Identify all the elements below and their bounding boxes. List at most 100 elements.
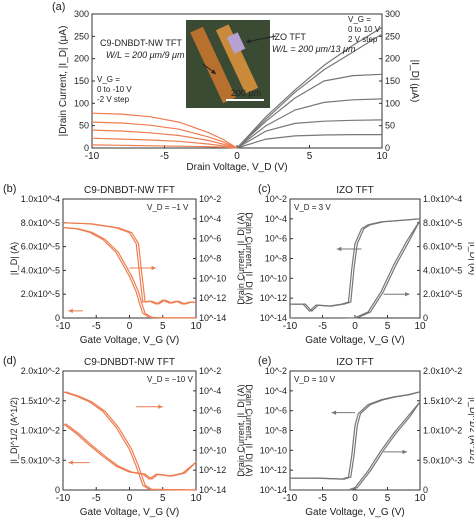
condition-label-3: V_D = −10 V bbox=[147, 375, 193, 384]
x-tick-label: -10 bbox=[56, 493, 71, 504]
series-line-a-7 bbox=[236, 73, 383, 149]
axis-arrow-4-1-head bbox=[402, 449, 407, 455]
x-axis-label-4: Gate Voltage, V_G (V) bbox=[305, 507, 405, 518]
x-tick-label: 0 bbox=[352, 493, 358, 504]
linear-curve-2-0 bbox=[290, 220, 421, 319]
axis-arrow-2-0-head bbox=[336, 246, 342, 252]
annotation-izo-vg: 0 to 10 V bbox=[348, 25, 381, 34]
axis-arrow-3-1-head bbox=[68, 460, 73, 465]
y-tick-label-left: 10^-2 bbox=[265, 366, 287, 376]
annotation-cnbdt-name: C9-DNBDT-NW TFT bbox=[100, 38, 182, 48]
y-tick-label-left: 10^-12 bbox=[260, 293, 287, 303]
series-line-a-4 bbox=[91, 144, 238, 149]
annotation-izo-name: IZO TFT bbox=[272, 32, 306, 42]
x-tick-label: -5 bbox=[318, 321, 327, 332]
axis-arrow-1-0-head bbox=[151, 265, 157, 271]
y-tick-label-left: 200 bbox=[74, 54, 89, 64]
y-tick-label-left: 10^-12 bbox=[260, 465, 287, 475]
micrograph-electrode bbox=[215, 24, 259, 94]
condition-label-1: V_D = −1 V bbox=[147, 203, 189, 212]
y-tick-label-right: 5.0x10^-3 bbox=[423, 455, 462, 465]
linear-curve-3-0 bbox=[62, 391, 197, 491]
y-tick-label-left: 10^-4 bbox=[265, 386, 287, 396]
y-axis-label-right-a: |I_D| (μA) bbox=[409, 60, 420, 103]
panel-title-3: C9-DNBDT-NW TFT bbox=[84, 357, 175, 368]
y-tick-label-right: 2.0x10^-2 bbox=[423, 366, 462, 376]
y-tick-label-left: 10^-8 bbox=[265, 254, 287, 264]
y-tick-label-right: 0 bbox=[385, 143, 390, 153]
series-line-a-1 bbox=[91, 121, 238, 149]
linear-curve-2-1 bbox=[292, 220, 421, 319]
y-tick-label-left: 10^-14 bbox=[260, 313, 287, 323]
y-tick-label-right: 250 bbox=[385, 31, 400, 41]
series-line-a-10 bbox=[236, 134, 382, 149]
y-tick-label-right: 50 bbox=[385, 121, 395, 131]
x-tick-label: -10 bbox=[283, 321, 298, 332]
y-tick-label-right: 2.0x10^-5 bbox=[423, 289, 462, 299]
x-tick-label: -10 bbox=[85, 151, 100, 162]
x-tick-label: 0 bbox=[352, 321, 358, 332]
x-axis-label-2: Gate Voltage, V_G (V) bbox=[305, 335, 405, 346]
panel-label-3: (d) bbox=[3, 355, 16, 367]
x-tick-label: 0 bbox=[127, 493, 133, 504]
log-curve-3-1 bbox=[64, 423, 197, 480]
y-axis-label-left-3: |I_D|^1/2 (A^1/2) bbox=[9, 397, 19, 464]
x-tick-label: -10 bbox=[283, 493, 298, 504]
y-axis-label-left-1: |I_D| (A) bbox=[9, 242, 19, 275]
annotation-cnbdt-wl: W/L = 200 μm/9 μm bbox=[106, 50, 185, 60]
y-axis-label-left-a: |Drain Current, |I_D| (μA) bbox=[58, 26, 69, 137]
y-tick-label-right: 10^-10 bbox=[199, 273, 226, 283]
x-tick-label: 10 bbox=[414, 321, 426, 332]
panel-label-1: (b) bbox=[3, 183, 16, 195]
plot-frame-1 bbox=[62, 198, 197, 319]
x-tick-label: 5 bbox=[385, 493, 391, 504]
x-axis-label-3: Gate Voltage, V_G (V) bbox=[80, 507, 180, 518]
x-tick-label: 5 bbox=[385, 321, 391, 332]
y-tick-label-right: 10^-2 bbox=[199, 194, 221, 204]
panel-title-4: IZO TFT bbox=[336, 357, 374, 368]
y-tick-label-left: 10^-6 bbox=[265, 406, 287, 416]
linear-curve-4-1 bbox=[292, 401, 421, 491]
annotation-cnbdt-vg: V_G = bbox=[97, 75, 120, 84]
pointer-izo-head bbox=[246, 38, 251, 44]
y-tick-label-left: 10^-4 bbox=[265, 214, 287, 224]
pointer-izo bbox=[245, 35, 277, 43]
y-tick-label-right: 10^-4 bbox=[199, 214, 221, 224]
condition-label-4: V_D = 10 V bbox=[294, 375, 336, 384]
y-tick-label-right: 10^-12 bbox=[199, 293, 226, 303]
x-tick-label: -5 bbox=[92, 321, 101, 332]
y-tick-label-right: 10^-6 bbox=[199, 406, 221, 416]
y-tick-label-right: 6.0x10^-5 bbox=[423, 242, 462, 252]
y-tick-label-left: 1.0x10^-2 bbox=[21, 426, 60, 436]
x-tick-label: -5 bbox=[318, 493, 327, 504]
panel-title-2: IZO TFT bbox=[336, 185, 374, 196]
y-tick-label-left: 0 bbox=[84, 143, 89, 153]
series-line-a-8 bbox=[236, 98, 383, 149]
y-tick-label-right: 10^-10 bbox=[199, 445, 226, 455]
y-tick-label-right: 10^-4 bbox=[199, 386, 221, 396]
y-tick-label-left: 100 bbox=[74, 98, 89, 108]
y-tick-label-right: 100 bbox=[385, 98, 400, 108]
y-tick-label-right: 1.0x10^-2 bbox=[423, 426, 462, 436]
scale-bar-label: 200 μm bbox=[231, 88, 261, 98]
y-tick-label-left: 5.0x10^-3 bbox=[21, 455, 60, 465]
panel-title-1: C9-DNBDT-NW TFT bbox=[84, 185, 175, 196]
x-tick-label: -5 bbox=[92, 493, 101, 504]
y-tick-label-left: 10^-6 bbox=[265, 234, 287, 244]
log-curve-1-1 bbox=[65, 222, 196, 305]
log-curve-4-0 bbox=[290, 391, 421, 480]
x-tick-label: 0 bbox=[234, 151, 240, 162]
y-tick-label-right: 10^-12 bbox=[199, 465, 226, 475]
panel-label-4: (e) bbox=[258, 355, 271, 367]
y-tick-label-left: 0 bbox=[55, 313, 60, 323]
x-tick-label: 5 bbox=[160, 493, 166, 504]
y-tick-label-right: 1.0x10^-4 bbox=[423, 194, 462, 204]
y-axis-label-left-2: Drain Current, |I_D| (A) bbox=[236, 212, 246, 304]
y-tick-label-right: 1.5x10^-2 bbox=[423, 396, 462, 406]
y-tick-label-right: 8.0x10^-5 bbox=[423, 218, 462, 228]
x-tick-label: 5 bbox=[160, 321, 166, 332]
y-tick-label-right: 0 bbox=[423, 485, 428, 495]
series-line-a-2 bbox=[91, 129, 238, 149]
y-tick-label-right: 150 bbox=[385, 76, 400, 86]
